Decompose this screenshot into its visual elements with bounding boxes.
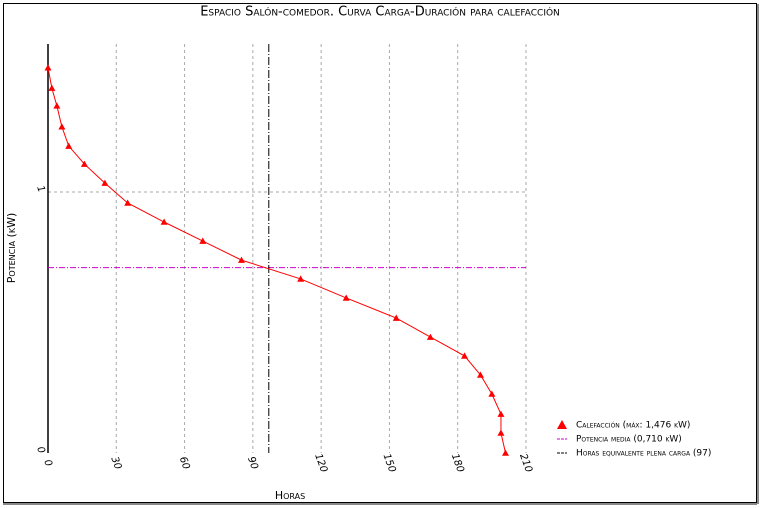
data-point — [48, 84, 56, 91]
legend-label: Calefacción (máx: 1,476 kW) — [576, 421, 690, 431]
data-point — [58, 123, 66, 130]
chart-title: Espacio Salón-comedor. Curva Carga-Durac… — [200, 5, 560, 20]
data-point — [199, 237, 207, 244]
data-point — [124, 199, 132, 206]
x-axis-label: Horas — [275, 489, 305, 502]
x-tick-label: 0 — [41, 458, 54, 468]
y-tick-label: 0 — [34, 445, 47, 455]
data-point — [160, 218, 168, 225]
data-point — [297, 275, 305, 282]
data-point — [53, 102, 61, 109]
x-tick-label: 60 — [177, 455, 192, 471]
data-point — [392, 314, 400, 321]
data-point — [502, 449, 510, 456]
data-point — [237, 256, 245, 263]
data-point — [342, 294, 350, 301]
legend-marker — [557, 420, 567, 429]
data-point — [426, 333, 434, 340]
data-point — [101, 179, 109, 186]
y-axis-label: Potencia (kW) — [5, 213, 18, 283]
legend-label: Horas equivalente plena carga (97) — [576, 449, 711, 459]
data-point — [497, 410, 505, 417]
frame — [3, 3, 757, 503]
legend-label: Potencia media (0,710 kW) — [576, 435, 682, 445]
data-point — [476, 371, 484, 378]
data-point — [80, 160, 88, 167]
data-point — [44, 64, 52, 71]
x-tick-label: 30 — [108, 455, 123, 471]
data-point — [488, 390, 496, 397]
data-point — [461, 352, 469, 359]
x-tick-label: 90 — [245, 455, 260, 471]
y-tick-label: 1 — [34, 184, 47, 194]
data-point — [497, 429, 505, 436]
data-point — [65, 142, 73, 149]
